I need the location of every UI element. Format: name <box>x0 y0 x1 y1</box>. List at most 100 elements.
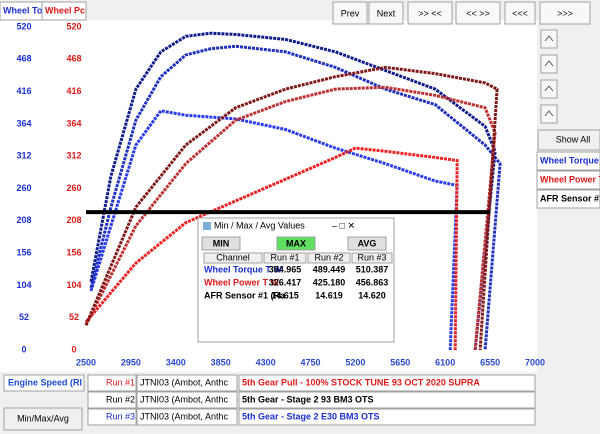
table-header-cell <box>203 252 263 264</box>
table-cell: 326.417 <box>269 277 302 287</box>
data-line <box>89 44 502 351</box>
data-line <box>84 65 499 351</box>
legend-entry[interactable]: Wheel Power T <box>540 174 600 184</box>
data-line <box>89 109 459 351</box>
legend-box[interactable] <box>536 151 600 171</box>
run-file-box <box>136 408 238 426</box>
dialog-button[interactable] <box>201 236 241 251</box>
legend-box[interactable] <box>536 170 600 190</box>
table-header-cell <box>351 252 393 264</box>
x-tick-label: 4300 <box>256 357 276 367</box>
arrow-icon <box>544 110 554 117</box>
run-label-box <box>87 408 137 426</box>
y2-tick-label: 104 <box>66 280 81 290</box>
toolbar-label: <<< <box>512 8 528 18</box>
toolbar-button[interactable] <box>407 1 453 25</box>
arrow-icon <box>544 35 554 42</box>
run-label: Run #2 <box>106 394 135 404</box>
table-cell: 510.387 <box>356 264 389 274</box>
min-max-avg-label[interactable]: Min/Max/Avg <box>17 413 69 423</box>
dialog-title: Min / Max / Avg Values <box>214 220 305 230</box>
legend-entry[interactable]: Wheel Torque <box>540 155 599 165</box>
y2-tick-label: 0 <box>71 344 76 354</box>
x-tick-label: 6550 <box>480 357 500 367</box>
x-channel-label[interactable]: Engine Speed (RI <box>8 377 82 387</box>
toolbar-button[interactable] <box>504 1 536 25</box>
y2-tick-label: 364 <box>66 118 81 128</box>
table-header: Run #2 <box>314 252 343 262</box>
y2-tick-label: 52 <box>69 312 79 322</box>
table-cell: 456.863 <box>356 277 389 287</box>
toolbar-label: << >> <box>466 8 490 18</box>
run-description-box <box>238 374 536 392</box>
table-header-cell <box>307 252 351 264</box>
toolbar-button[interactable] <box>539 1 591 25</box>
y-tick-label: 156 <box>16 247 31 257</box>
run-description-box <box>238 408 536 426</box>
run-description: 5th Gear - Stage 2 93 BM3 OTS <box>242 394 374 404</box>
run-description: 5th Gear - Stage 2 E30 BM3 OTS <box>242 411 380 421</box>
run-label: Run #1 <box>106 377 135 387</box>
show-all-label[interactable]: Show All <box>556 134 591 144</box>
table-cell: Wheel Torque T W <box>204 264 282 274</box>
y2-tick-label: 416 <box>66 86 81 96</box>
window-controls: – □ ✕ <box>332 220 355 230</box>
x-channel-box[interactable] <box>3 374 85 392</box>
data-line <box>89 31 497 351</box>
dialog-button[interactable] <box>276 236 316 251</box>
y2-tick-label: 260 <box>66 183 81 193</box>
table-cell: AFR Sensor #1 (Ra <box>204 290 286 300</box>
dialog-button-label[interactable]: MIN <box>213 238 230 248</box>
y-tick-label: 104 <box>16 280 31 290</box>
show-all-button[interactable] <box>537 129 600 151</box>
run-label-box <box>87 391 137 409</box>
legend-box[interactable] <box>536 189 600 209</box>
y2-tick-label: 468 <box>66 54 81 64</box>
y-tick-label: 416 <box>16 86 31 96</box>
data-line <box>84 146 459 351</box>
y2-tick-label: 520 <box>66 21 81 31</box>
run-file-box <box>136 374 238 392</box>
y-tick-label: 520 <box>16 21 31 31</box>
y-tick-label: 364 <box>16 118 31 128</box>
toolbar-label: Next <box>377 8 396 18</box>
scroll-button[interactable] <box>540 104 558 124</box>
x-tick-label: 7000 <box>525 357 545 367</box>
y-tick-label: 52 <box>19 312 29 322</box>
toolbar-label: >>> <box>557 8 573 18</box>
arrow-icon <box>544 60 554 67</box>
x-tick-label: 3850 <box>211 357 231 367</box>
x-tick-label: 2500 <box>76 357 96 367</box>
dialog-button-label[interactable]: AVG <box>358 238 377 248</box>
dialog-titlebar <box>199 219 393 234</box>
y-tick-label: 208 <box>16 215 31 225</box>
scroll-button[interactable] <box>540 29 558 49</box>
legend-entry[interactable]: AFR Sensor #1 <box>540 193 600 203</box>
y-tick-label: 0 <box>21 344 26 354</box>
toolbar-label: Prev <box>341 8 360 18</box>
toolbar-button[interactable] <box>455 1 501 25</box>
table-cell: 425.180 <box>313 277 346 287</box>
toolbar-button[interactable] <box>368 1 404 25</box>
run-file: JTNI03 (Ambot, Anthc <box>140 377 229 387</box>
dialog-button[interactable] <box>347 236 387 251</box>
scroll-button[interactable] <box>540 54 558 74</box>
x-tick-label: 5650 <box>390 357 410 367</box>
run-file: JTNI03 (Ambot, Anthc <box>140 411 229 421</box>
x-tick-label: 4750 <box>300 357 320 367</box>
table-cell: Wheel Power T W <box>204 277 280 287</box>
run-label: Run #3 <box>106 411 135 421</box>
table-cell: 489.449 <box>313 264 346 274</box>
y-tick-label: 312 <box>16 151 31 161</box>
x-tick-label: 5200 <box>345 357 365 367</box>
table-header: Run #3 <box>357 252 386 262</box>
min-max-avg-button[interactable] <box>3 407 83 431</box>
scroll-button[interactable] <box>540 79 558 99</box>
dialog-button-label[interactable]: MAX <box>286 238 306 248</box>
y2-axis-title: Wheel Pc <box>45 5 85 15</box>
dialog-icon <box>203 222 211 230</box>
y-tick-label: 260 <box>16 183 31 193</box>
toolbar-button[interactable] <box>332 1 368 25</box>
